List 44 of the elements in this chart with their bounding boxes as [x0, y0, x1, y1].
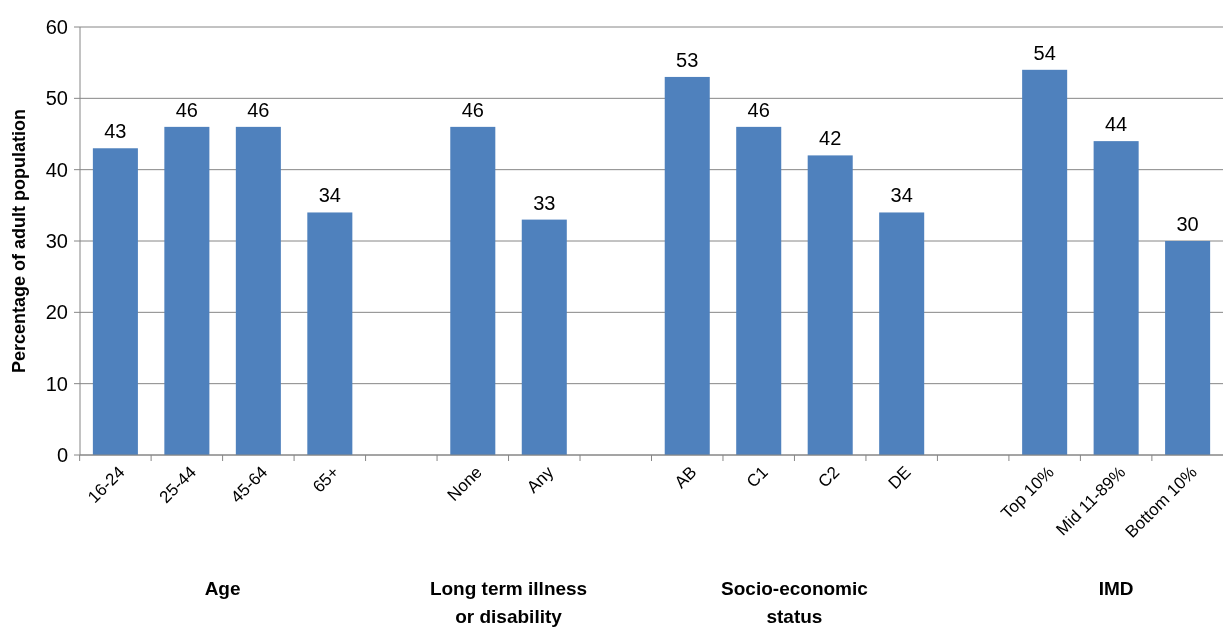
- bar: [1022, 69, 1068, 455]
- text: Socio-economic status: [721, 578, 869, 627]
- data-label: 46: [747, 98, 770, 121]
- y-axis-title: Percentage of adult population: [9, 108, 29, 374]
- text: Age: [204, 578, 241, 599]
- data-label: 46: [175, 98, 198, 121]
- x-tick-label: Any: [523, 462, 558, 497]
- x-tick-label: DE: [884, 462, 915, 493]
- y-tick-label: 30: [45, 230, 68, 252]
- bar: [235, 126, 281, 455]
- bar: [521, 219, 567, 455]
- bar: [1093, 141, 1139, 455]
- bar: [164, 126, 210, 455]
- bar: [92, 148, 138, 455]
- data-label: 46: [461, 98, 484, 121]
- text: IMD: [1098, 578, 1134, 599]
- bar: [664, 76, 710, 455]
- bar: [879, 212, 925, 455]
- data-label: 43: [104, 120, 127, 143]
- data-label: 54: [1033, 41, 1056, 64]
- bar: [736, 126, 782, 455]
- y-tick-label: 0: [56, 444, 68, 466]
- text: Long term illness or disability: [429, 578, 588, 627]
- x-tick-label: AB: [670, 462, 701, 493]
- data-label: 34: [318, 184, 341, 207]
- y-tick-label: 60: [45, 16, 68, 38]
- bar: [307, 212, 353, 455]
- bar: [1165, 241, 1211, 455]
- data-label: 33: [533, 191, 556, 214]
- data-label: 30: [1176, 213, 1199, 235]
- data-label: 46: [247, 98, 270, 121]
- bar: [807, 155, 853, 455]
- x-tick-label: C2: [814, 462, 844, 492]
- data-label: 34: [890, 184, 913, 207]
- data-label: 44: [1105, 113, 1128, 136]
- bar: [450, 126, 496, 455]
- x-tick-label: 65+: [309, 462, 343, 497]
- y-tick-label: 10: [45, 372, 68, 395]
- data-label: 53: [676, 48, 699, 71]
- y-tick-label: 20: [45, 301, 68, 324]
- y-tick-label: 50: [45, 87, 68, 110]
- x-tick-label: C1: [742, 462, 772, 492]
- data-label: 42: [819, 127, 842, 150]
- y-tick-label: 40: [45, 158, 68, 181]
